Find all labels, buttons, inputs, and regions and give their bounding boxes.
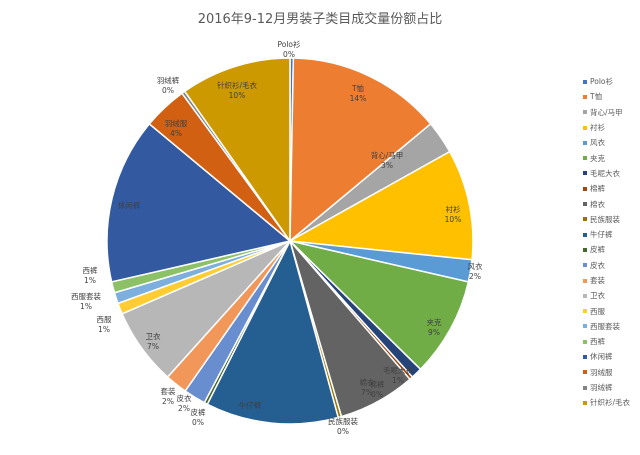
- slice-label: 棉衣 7%: [359, 378, 375, 397]
- legend-swatch: [583, 247, 587, 252]
- legend-label: Polo衫: [590, 77, 614, 87]
- legend-item: 皮衣: [583, 258, 630, 273]
- slice-label: 牛仔裤: [238, 401, 262, 410]
- legend-swatch: [583, 217, 587, 222]
- legend-item: 休闲裤: [583, 349, 630, 364]
- legend-item: 棉裤: [583, 181, 630, 196]
- slice-label: 衬衫 10%: [444, 205, 462, 224]
- legend-swatch: [583, 293, 587, 298]
- legend-item: 皮裤: [583, 242, 630, 257]
- legend-label: 羽绒服: [590, 367, 613, 377]
- legend-label: 风衣: [590, 138, 605, 148]
- slice-label: 卫衣 7%: [145, 332, 161, 351]
- legend-swatch: [583, 278, 587, 283]
- legend-label: 卫衣: [590, 291, 605, 301]
- legend-item: 羽绒服: [583, 365, 630, 380]
- legend-label: 背心/马甲: [590, 107, 623, 117]
- legend-item: 夹克: [583, 150, 630, 165]
- pie-slice: [206, 238, 340, 425]
- legend-swatch: [583, 263, 587, 268]
- legend-label: 针织衫/毛衣: [590, 398, 631, 408]
- slice-label: 毛呢大衣 1%: [383, 366, 413, 385]
- slice-label: 夹克 9%: [426, 318, 442, 337]
- legend-label: 夹克: [590, 153, 605, 163]
- slice-label: 棉裤 0%: [369, 380, 385, 399]
- legend-item: 背心/马甲: [583, 105, 630, 120]
- slice-label: 皮裤 0%: [190, 408, 206, 427]
- legend-label: 民族服装: [590, 214, 620, 224]
- legend-swatch: [583, 354, 587, 359]
- legend-item: 卫衣: [583, 288, 630, 303]
- legend-item: 衬衫: [583, 120, 630, 135]
- legend-swatch: [583, 232, 587, 237]
- legend-label: 西服: [590, 306, 605, 316]
- legend-item: 针织衫/毛衣: [583, 395, 630, 410]
- legend-item: 毛呢大衣: [583, 166, 630, 181]
- legend-swatch: [583, 385, 587, 390]
- legend-label: 毛呢大衣: [590, 168, 620, 178]
- slice-label: 风衣 2%: [467, 262, 483, 281]
- legend-label: 皮衣: [590, 260, 605, 270]
- pie-slice: [289, 57, 432, 243]
- slice-label: 羽绒裤 0%: [156, 76, 180, 95]
- slice-label: 西服套装 1%: [71, 292, 101, 311]
- legend-label: 牛仔裤: [590, 230, 613, 240]
- chart-title: 2016年9-12月男装子类目成交量份额占比: [197, 12, 443, 27]
- legend-item: 风衣: [583, 135, 630, 150]
- slice-label: 西裤 1%: [82, 266, 98, 285]
- legend-swatch: [583, 324, 587, 329]
- legend-item: 羽绒裤: [583, 380, 630, 395]
- legend-label: 西服套装: [590, 321, 620, 331]
- legend-label: 休闲裤: [590, 352, 613, 362]
- legend-swatch: [583, 309, 587, 314]
- pie-slice: [183, 57, 291, 244]
- legend-label: 套装: [590, 276, 605, 285]
- legend-item: 西服套装: [583, 319, 630, 334]
- legend-item: Polo衫: [583, 74, 630, 89]
- legend-swatch: [583, 370, 587, 375]
- slice-label: Polo衫 0%: [277, 40, 301, 59]
- legend-item: T恤: [583, 89, 630, 104]
- legend-swatch: [583, 339, 587, 344]
- slice-label: 休闲裤: [117, 201, 141, 210]
- chart-legend: Polo衫 T恤背心/马甲衬衫风衣夹克毛呢大衣棉裤棉衣民族服装牛仔裤皮裤皮衣套装卫…: [583, 74, 630, 411]
- legend-swatch: [583, 156, 587, 161]
- legend-swatch: [583, 94, 587, 99]
- legend-label: 棉裤: [590, 184, 605, 194]
- pie-slice: [287, 150, 474, 261]
- legend-label: 羽绒裤: [590, 383, 613, 393]
- legend-item: 西裤: [583, 334, 630, 349]
- legend-swatch: [583, 186, 587, 191]
- legend-item: 套装: [583, 273, 630, 288]
- legend-swatch: [583, 202, 587, 207]
- slice-label: 民族服装 0%: [328, 417, 358, 436]
- legend-label: 衬衫: [590, 123, 605, 133]
- legend-item: 民族服装: [583, 212, 630, 227]
- pie-slice: [287, 239, 470, 371]
- slice-label: T恤 14%: [349, 84, 367, 103]
- legend-label: 棉衣: [590, 199, 605, 209]
- slice-label: 羽绒服 4%: [164, 119, 188, 138]
- slice-label: 套装 2%: [160, 387, 176, 406]
- legend-swatch: [583, 125, 587, 130]
- legend-swatch: [583, 110, 587, 115]
- legend-item: 棉衣: [583, 196, 630, 211]
- slice-label: 针织衫/毛衣 10%: [216, 81, 258, 100]
- legend-swatch: [583, 79, 587, 84]
- legend-label: 西裤: [590, 337, 605, 347]
- legend-label: 皮裤: [590, 245, 605, 255]
- legend-swatch: [583, 400, 587, 405]
- pie-slice: [106, 122, 292, 283]
- slice-label: 西服 1%: [96, 315, 112, 334]
- legend-item: 牛仔裤: [583, 227, 630, 242]
- slice-label: 背心/马甲 3%: [370, 151, 404, 170]
- legend-swatch: [583, 140, 587, 145]
- legend-item: 西服: [583, 303, 630, 318]
- legend-label: T恤: [590, 92, 603, 102]
- legend-swatch: [583, 171, 587, 176]
- slice-label: 皮衣 2%: [176, 394, 192, 413]
